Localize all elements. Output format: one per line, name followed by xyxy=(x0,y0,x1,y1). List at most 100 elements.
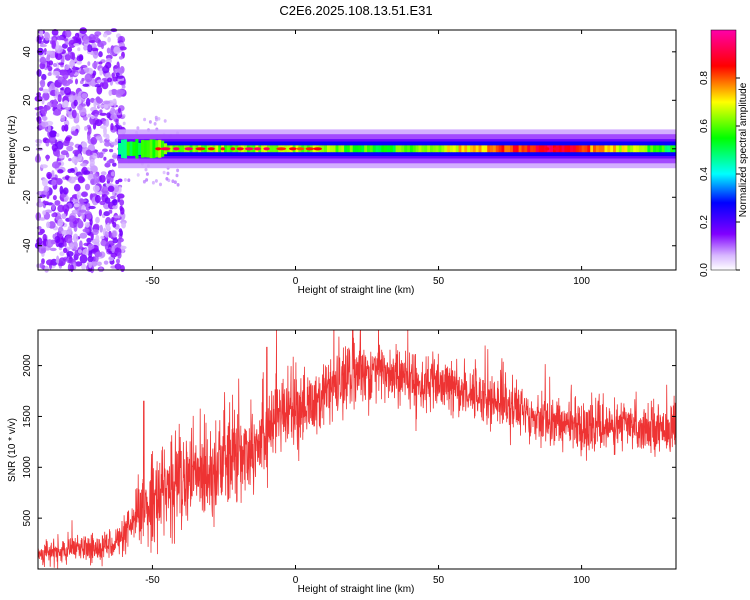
noise-blob xyxy=(148,120,152,124)
noise-blob xyxy=(83,67,90,73)
noise-blob xyxy=(73,183,81,192)
band-cell xyxy=(510,145,514,153)
noise-blob xyxy=(77,249,83,254)
noise-blob xyxy=(39,56,47,64)
noise-blob xyxy=(110,141,119,146)
band-peak xyxy=(195,147,206,151)
y-tick-label: 20 xyxy=(22,94,33,106)
noise-blob xyxy=(92,228,99,236)
noise-blob xyxy=(67,79,73,84)
band-cell xyxy=(395,145,399,153)
noise-blob xyxy=(121,221,126,229)
noise-blob xyxy=(51,29,59,36)
noise-blob xyxy=(72,241,78,250)
noise-blob xyxy=(157,117,161,121)
noise-blob xyxy=(88,40,96,44)
noise-blob xyxy=(57,104,62,110)
band-peak xyxy=(289,147,297,151)
noise-blob xyxy=(87,44,93,53)
x-tick-label: -50 xyxy=(145,575,160,586)
noise-blob xyxy=(89,218,93,226)
noise-blob xyxy=(82,83,90,87)
band-cell xyxy=(530,145,534,153)
band-cell xyxy=(533,145,537,153)
y-tick-label: -40 xyxy=(22,238,33,253)
noise-blob xyxy=(58,257,66,266)
noise-blob xyxy=(87,126,92,135)
band-cell xyxy=(421,145,425,153)
colorbar-tick-label: 0.0 xyxy=(699,263,710,277)
noise-blob xyxy=(62,71,69,80)
band-cell xyxy=(338,145,342,153)
noise-blob xyxy=(99,112,107,116)
noise-blob xyxy=(110,252,118,258)
noise-blob xyxy=(72,149,81,155)
noise-blob xyxy=(46,239,54,248)
y-tick-label: 500 xyxy=(22,509,33,526)
noise-blob xyxy=(43,185,50,192)
band-cell xyxy=(146,140,150,158)
noise-blob xyxy=(68,176,76,184)
band-cell xyxy=(578,145,582,153)
band-cell xyxy=(138,142,142,155)
band-cell xyxy=(389,145,394,153)
band-cell xyxy=(461,145,465,153)
noise-blob xyxy=(48,221,56,229)
noise-blob xyxy=(98,104,106,108)
noise-blob xyxy=(92,201,98,206)
noise-blob xyxy=(90,136,98,145)
band-cell xyxy=(584,145,588,153)
band-peak xyxy=(155,147,162,151)
band-cell xyxy=(435,145,439,153)
noise-blob xyxy=(82,248,89,256)
noise-blob xyxy=(95,216,100,224)
noise-blob xyxy=(88,261,92,269)
band-cell xyxy=(321,145,325,153)
noise-blob xyxy=(102,148,108,153)
band-cell xyxy=(392,145,396,153)
noise-blob xyxy=(99,68,103,76)
band-cell xyxy=(521,145,525,153)
noise-blob xyxy=(61,230,69,235)
noise-blob xyxy=(93,173,98,180)
noise-blob xyxy=(117,240,122,249)
noise-blob xyxy=(47,125,51,133)
band-cell xyxy=(364,145,368,153)
noise-blob xyxy=(107,36,111,43)
spectrogram-y-axis: -40 -20 0 20 40 xyxy=(22,46,676,253)
band-cell xyxy=(135,139,139,159)
noise-blob xyxy=(63,242,67,248)
band-cell xyxy=(467,145,471,153)
band-cell xyxy=(647,145,651,153)
noise-blob xyxy=(63,197,68,202)
noise-blob xyxy=(143,117,147,122)
noise-blob xyxy=(99,174,106,183)
noise-blob xyxy=(106,173,111,182)
noise-blob xyxy=(175,173,179,178)
noise-blob xyxy=(104,197,111,204)
noise-blob xyxy=(73,99,78,107)
noise-blob xyxy=(100,240,107,246)
band-peak xyxy=(230,147,236,151)
band-cell xyxy=(344,145,348,153)
band-cell xyxy=(455,145,459,153)
noise-blob xyxy=(113,186,120,193)
noise-blob xyxy=(106,112,111,119)
band-cell xyxy=(430,145,434,153)
y-tick-label: 1000 xyxy=(22,456,33,479)
noise-blob xyxy=(63,38,68,42)
band-peak xyxy=(253,147,262,151)
band-cell xyxy=(550,145,554,153)
y-tick-label: 0 xyxy=(22,146,33,152)
noise-blob xyxy=(81,263,86,270)
band-cell xyxy=(407,145,411,153)
band-cell xyxy=(218,145,222,153)
noise-blob xyxy=(44,265,49,273)
band-cell xyxy=(475,145,479,153)
band-cell xyxy=(372,145,376,153)
band-cell xyxy=(378,145,382,153)
band-cell xyxy=(123,139,127,159)
band-cell xyxy=(656,145,660,153)
noise-blob xyxy=(101,186,109,194)
